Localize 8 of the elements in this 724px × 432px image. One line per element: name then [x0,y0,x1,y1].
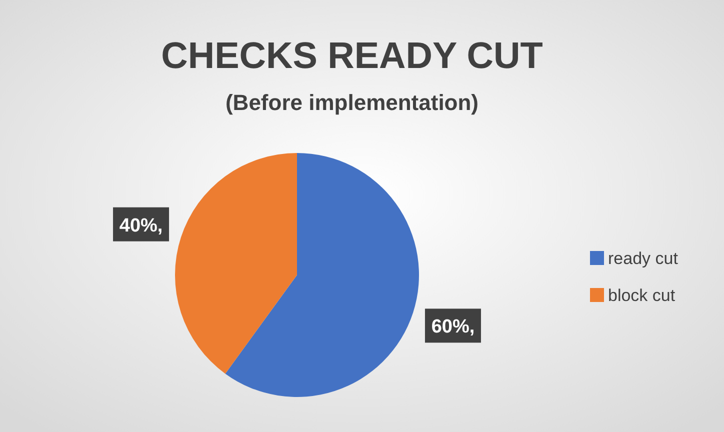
legend-label: ready cut [608,249,678,268]
data-label: 60%, [431,316,475,338]
chart-subtitle: (Before implementation) [225,90,479,115]
pie-slice [225,153,419,397]
pie-slice [175,153,297,374]
data-label: 40%, [119,215,163,236]
legend-label: block cut [608,286,676,305]
chart-title: CHECKS READY CUT [161,35,544,76]
